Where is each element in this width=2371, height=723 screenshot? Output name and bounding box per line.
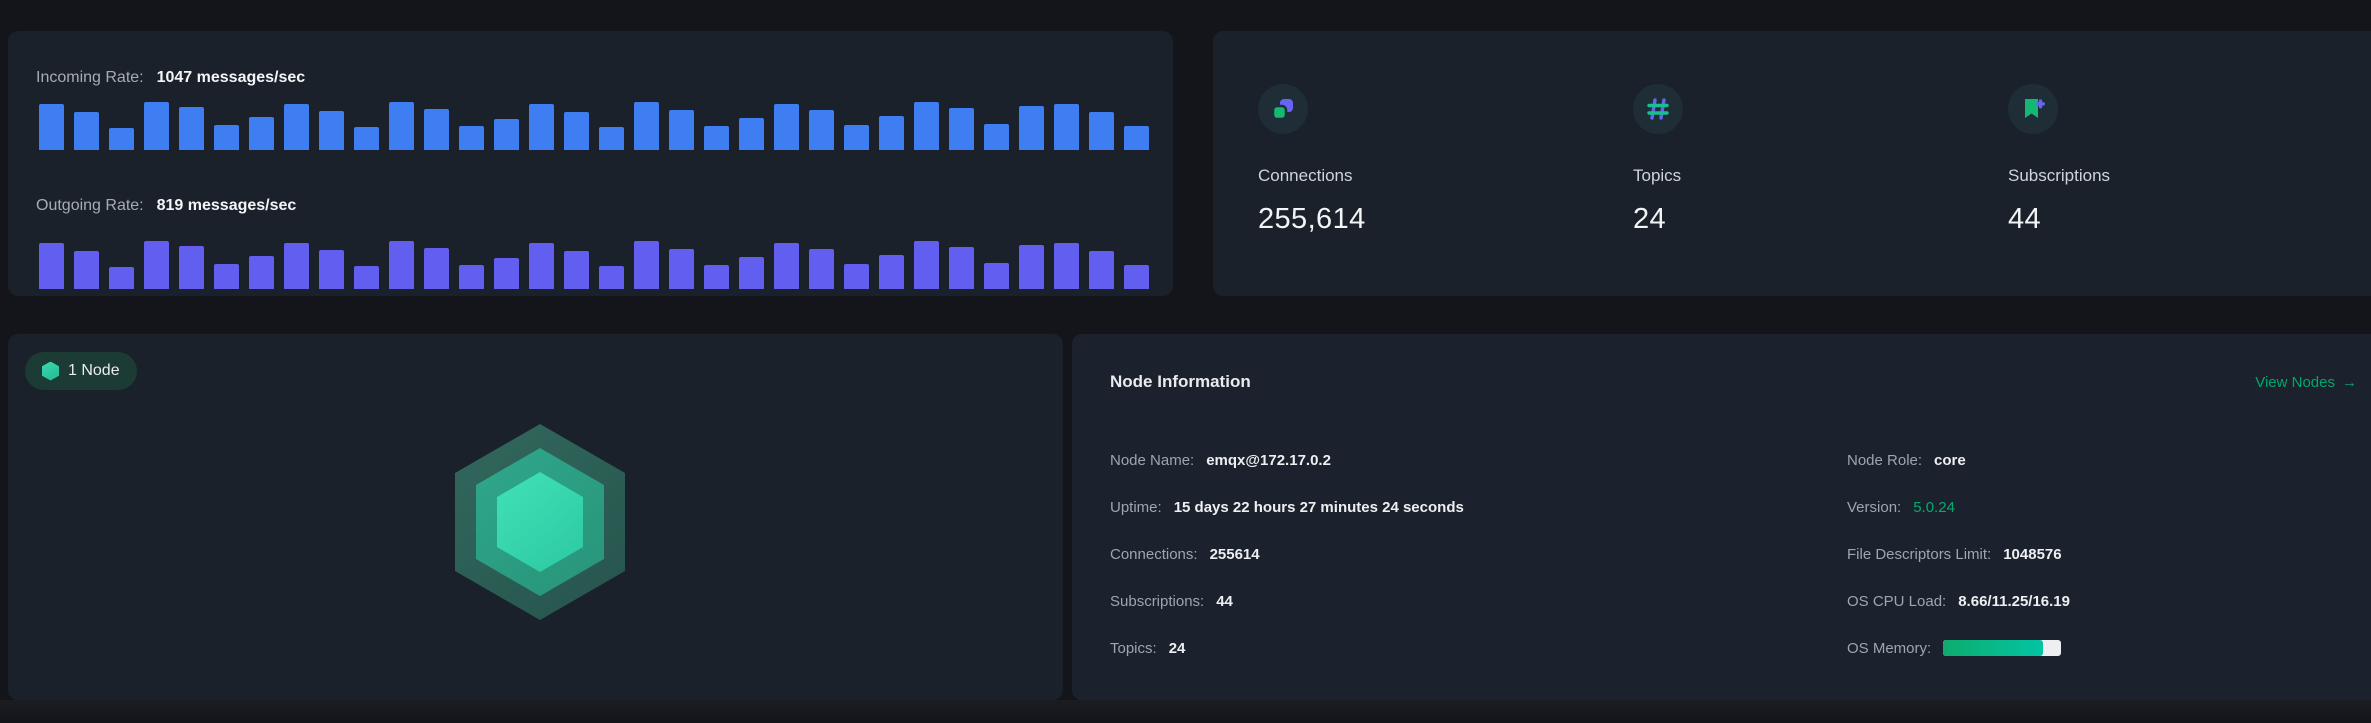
incoming-rate-bar-chart	[39, 102, 1149, 150]
subscriptions-bookmark-icon	[2008, 84, 2058, 134]
info-label: File Descriptors Limit:	[1847, 545, 1992, 563]
node-info-right-column: Node Role: core Version: 5.0.24 File Des…	[1847, 450, 2070, 685]
connections-icon	[1258, 84, 1308, 134]
incoming-rate-label: Incoming Rate:	[36, 69, 144, 86]
metric-value: 44	[2008, 203, 2042, 235]
version-value: 5.0.24	[1913, 498, 1955, 516]
view-nodes-label: View Nodes	[2255, 373, 2335, 391]
message-rates-panel: Incoming Rate: 1047 messages/sec Outgoin…	[8, 31, 1173, 296]
metric-value: 24	[1633, 203, 1667, 235]
info-row-node-role: Node Role: core	[1847, 450, 2070, 470]
topics-hash-icon	[1633, 84, 1683, 134]
node-information-header: Node Information View Nodes →	[1110, 370, 2357, 394]
info-label: OS CPU Load:	[1847, 592, 1947, 610]
metric-value: 255,614	[1258, 203, 1366, 235]
info-label: Node Name:	[1110, 451, 1195, 469]
info-label: Node Role:	[1847, 451, 1923, 469]
info-label: Connections:	[1110, 545, 1198, 563]
outgoing-rate-label: Outgoing Rate:	[36, 197, 144, 214]
nodes-panel: 1 Node	[8, 334, 1063, 700]
os-memory-progress-bar	[1943, 640, 2062, 656]
metric-subscriptions: Subscriptions 44	[2008, 84, 2371, 296]
info-value: 1048576	[2003, 545, 2062, 563]
info-label: Version:	[1847, 498, 1902, 516]
info-label: Uptime:	[1110, 498, 1162, 516]
info-value: 44	[1216, 592, 1233, 610]
metric-connections: Connections 255,614	[1258, 84, 1633, 296]
info-value: 8.66/11.25/16.19	[1958, 592, 2070, 610]
info-row-fd-limit: File Descriptors Limit: 1048576	[1847, 544, 2070, 564]
node-info-left-column: Node Name: emqx@172.17.0.2 Uptime: 15 da…	[1110, 450, 1464, 685]
metric-topics: Topics 24	[1633, 84, 2008, 296]
info-row-uptime: Uptime: 15 days 22 hours 27 minutes 24 s…	[1110, 497, 1464, 517]
metric-label: Subscriptions	[2008, 166, 2111, 185]
metric-label: Topics	[1633, 166, 1682, 185]
node-count-badge: 1 Node	[25, 352, 137, 390]
outgoing-rate-value: 819 messages/sec	[156, 197, 297, 214]
emqx-hexagon-logo	[455, 424, 625, 620]
info-value: 24	[1168, 639, 1186, 657]
hexagon-middle-layer	[476, 448, 604, 596]
info-label: OS Memory:	[1847, 639, 1932, 657]
node-information-panel: Node Information View Nodes → Node Name:…	[1072, 334, 2371, 700]
node-information-title: Node Information	[1110, 372, 1251, 391]
info-value: core	[1934, 451, 1966, 469]
view-nodes-link[interactable]: View Nodes →	[2255, 374, 2357, 391]
node-count-label: 1 Node	[68, 362, 120, 379]
info-row-os-memory: OS Memory:	[1847, 638, 2070, 658]
info-value: emqx@172.17.0.2	[1206, 451, 1331, 469]
info-row-subscriptions: Subscriptions: 44	[1110, 591, 1464, 611]
hexagon-inner-layer	[497, 472, 583, 572]
info-label: Topics:	[1110, 639, 1157, 657]
outgoing-rate-bar-chart	[39, 241, 1149, 289]
arrow-right-icon: →	[2342, 373, 2357, 391]
info-row-connections: Connections: 255614	[1110, 544, 1464, 564]
os-memory-progress-fill	[1943, 640, 2044, 656]
info-row-cpu-load: OS CPU Load: 8.66/11.25/16.19	[1847, 591, 2070, 611]
info-value: 255614	[1209, 545, 1260, 563]
info-row-node-name: Node Name: emqx@172.17.0.2	[1110, 450, 1464, 470]
metric-label: Connections	[1258, 166, 1353, 185]
incoming-rate-line: Incoming Rate: 1047 messages/sec	[36, 68, 1145, 88]
info-row-version: Version: 5.0.24	[1847, 497, 2070, 517]
incoming-rate-value: 1047 messages/sec	[156, 69, 306, 86]
info-row-topics: Topics: 24	[1110, 638, 1464, 658]
node-hexagon-dot-icon	[42, 361, 59, 381]
broker-metrics-panel: Connections 255,614 Topics 24 Subscripti…	[1213, 31, 2371, 296]
info-value: 15 days 22 hours 27 minutes 24 seconds	[1173, 498, 1464, 516]
page-footer-strip	[0, 700, 2371, 723]
info-label: Subscriptions:	[1110, 592, 1205, 610]
outgoing-rate-line: Outgoing Rate: 819 messages/sec	[36, 196, 1145, 216]
